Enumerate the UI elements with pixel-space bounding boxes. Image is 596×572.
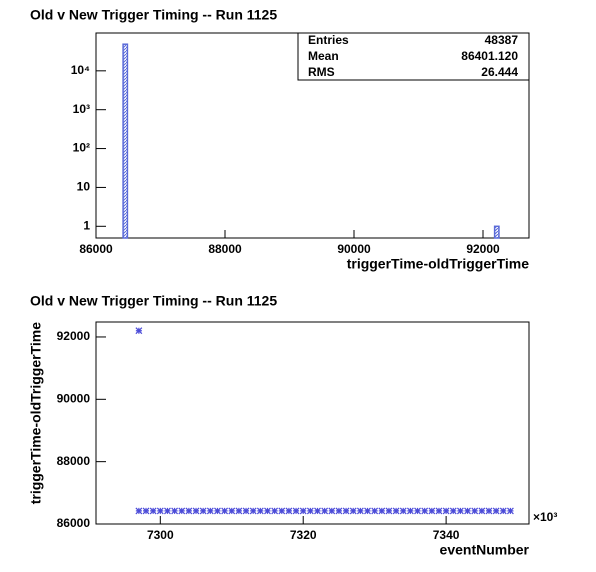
x-tick-label: 88000 bbox=[208, 242, 242, 256]
point bbox=[428, 507, 436, 515]
y-tick-label: 10⁴ bbox=[71, 63, 90, 77]
chart-title: Old v New Trigger Timing -- Run 1125 bbox=[30, 293, 277, 309]
point bbox=[149, 507, 157, 515]
point bbox=[364, 507, 371, 515]
point bbox=[235, 507, 243, 515]
point bbox=[406, 507, 414, 515]
y-tick-label: 10² bbox=[73, 141, 90, 155]
point bbox=[292, 507, 300, 515]
point bbox=[485, 507, 493, 515]
point bbox=[421, 507, 429, 515]
point bbox=[478, 507, 486, 515]
point bbox=[256, 507, 264, 515]
point bbox=[271, 507, 279, 515]
y-tick-label: 90000 bbox=[57, 391, 91, 405]
stats-label: Mean bbox=[308, 49, 339, 63]
point bbox=[135, 327, 143, 335]
point bbox=[449, 507, 457, 515]
stats-value: 48387 bbox=[485, 33, 519, 47]
bar bbox=[122, 43, 129, 239]
x-tick-label: 7340 bbox=[433, 528, 460, 542]
x-multiplier: ×10³ bbox=[533, 510, 557, 524]
point bbox=[242, 507, 250, 515]
y-tick-label: 1 bbox=[83, 218, 90, 232]
stats-value: 86401.120 bbox=[461, 49, 518, 63]
point bbox=[156, 507, 164, 515]
point bbox=[278, 507, 286, 515]
point bbox=[321, 507, 329, 515]
point bbox=[506, 507, 514, 515]
point bbox=[178, 507, 186, 515]
point bbox=[414, 507, 421, 515]
x-axis-label: triggerTime-oldTriggerTime bbox=[347, 256, 530, 272]
point bbox=[356, 507, 364, 515]
stats-label: RMS bbox=[308, 65, 335, 79]
point bbox=[171, 507, 179, 515]
point bbox=[385, 507, 393, 515]
point bbox=[306, 507, 314, 515]
point bbox=[349, 507, 357, 515]
point bbox=[328, 507, 336, 515]
point bbox=[214, 507, 221, 515]
point bbox=[378, 507, 386, 515]
bar bbox=[493, 225, 500, 239]
x-tick-label: 7320 bbox=[290, 528, 317, 542]
x-axis-label: eventNumber bbox=[440, 542, 530, 558]
y-tick-label: 92000 bbox=[57, 329, 91, 343]
point bbox=[442, 507, 450, 515]
x-tick-label: 7300 bbox=[147, 528, 174, 542]
point bbox=[499, 507, 507, 515]
point bbox=[435, 507, 443, 515]
point bbox=[199, 507, 207, 515]
point bbox=[192, 507, 200, 515]
plot-frame bbox=[95, 321, 530, 525]
point bbox=[342, 507, 350, 515]
point bbox=[285, 507, 293, 515]
point bbox=[206, 507, 214, 515]
point bbox=[164, 507, 171, 515]
chart-title: Old v New Trigger Timing -- Run 1125 bbox=[30, 7, 277, 23]
point bbox=[185, 507, 193, 515]
y-tick-label: 88000 bbox=[57, 454, 91, 468]
y-tick-label: 10³ bbox=[73, 102, 90, 116]
point bbox=[314, 507, 321, 515]
y-axis-label: triggerTime-oldTriggerTime bbox=[28, 322, 44, 505]
point bbox=[392, 507, 400, 515]
point bbox=[399, 507, 407, 515]
point bbox=[456, 507, 464, 515]
stats-box bbox=[297, 32, 530, 81]
point bbox=[471, 507, 479, 515]
point bbox=[228, 507, 236, 515]
y-tick-label: 86000 bbox=[57, 516, 91, 530]
x-tick-label: 90000 bbox=[337, 242, 371, 256]
x-tick-label: 92000 bbox=[466, 242, 500, 256]
point bbox=[249, 507, 257, 515]
point bbox=[299, 507, 307, 515]
x-tick-label: 86000 bbox=[79, 242, 113, 256]
point bbox=[464, 507, 471, 515]
stats-value: 26.444 bbox=[481, 65, 518, 79]
stats-label: Entries bbox=[308, 33, 349, 47]
y-tick-label: 10 bbox=[77, 180, 91, 194]
point bbox=[335, 507, 343, 515]
point bbox=[221, 507, 229, 515]
point bbox=[135, 507, 143, 515]
point bbox=[492, 507, 500, 515]
point bbox=[264, 507, 271, 515]
point bbox=[371, 507, 379, 515]
point bbox=[142, 507, 150, 515]
